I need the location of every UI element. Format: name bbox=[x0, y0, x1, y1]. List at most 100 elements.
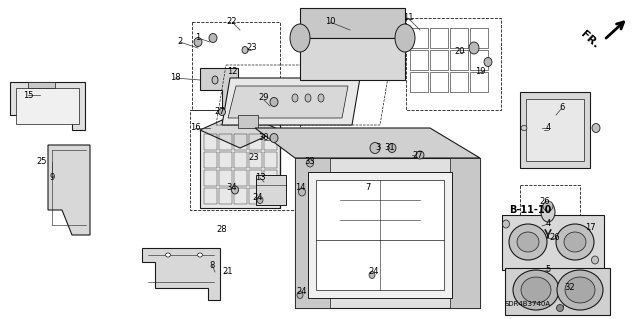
Text: SDR4B3740A: SDR4B3740A bbox=[505, 301, 551, 307]
Bar bbox=[249, 188, 262, 204]
Ellipse shape bbox=[218, 108, 225, 115]
Bar bbox=[264, 152, 277, 168]
Text: 21: 21 bbox=[223, 268, 233, 277]
Bar bbox=[410, 50, 428, 70]
Polygon shape bbox=[450, 158, 480, 308]
Polygon shape bbox=[238, 115, 258, 128]
Text: 9: 9 bbox=[49, 174, 54, 182]
Ellipse shape bbox=[270, 98, 278, 107]
Ellipse shape bbox=[292, 94, 298, 102]
Ellipse shape bbox=[388, 144, 396, 152]
Bar bbox=[234, 152, 247, 168]
Text: 28: 28 bbox=[217, 226, 227, 234]
Bar bbox=[204, 188, 217, 204]
Bar bbox=[430, 50, 448, 70]
Bar bbox=[450, 28, 468, 48]
Text: 13: 13 bbox=[255, 174, 266, 182]
Ellipse shape bbox=[557, 305, 563, 311]
Text: 25: 25 bbox=[36, 158, 47, 167]
Text: 10: 10 bbox=[324, 18, 335, 26]
Text: 23: 23 bbox=[249, 153, 259, 162]
Text: 16: 16 bbox=[189, 123, 200, 132]
Polygon shape bbox=[200, 112, 280, 148]
Ellipse shape bbox=[509, 224, 547, 260]
Polygon shape bbox=[142, 248, 220, 300]
Text: 34: 34 bbox=[227, 183, 237, 192]
Ellipse shape bbox=[513, 270, 559, 310]
Text: 32: 32 bbox=[564, 284, 575, 293]
Polygon shape bbox=[295, 158, 480, 308]
Bar bbox=[406, 18, 501, 110]
Ellipse shape bbox=[469, 42, 479, 54]
Ellipse shape bbox=[305, 94, 311, 102]
Bar bbox=[450, 50, 468, 70]
Bar bbox=[470, 72, 488, 92]
Polygon shape bbox=[28, 82, 55, 88]
Ellipse shape bbox=[242, 47, 248, 54]
Text: B-11-10: B-11-10 bbox=[509, 205, 551, 215]
Text: 19: 19 bbox=[475, 68, 485, 77]
Bar bbox=[470, 50, 488, 70]
Bar bbox=[234, 170, 247, 186]
Ellipse shape bbox=[212, 76, 218, 84]
Text: 15: 15 bbox=[23, 91, 33, 100]
Bar bbox=[430, 28, 448, 48]
Bar bbox=[249, 170, 262, 186]
Bar bbox=[520, 185, 580, 235]
Bar bbox=[470, 28, 488, 48]
Ellipse shape bbox=[369, 271, 375, 278]
Bar bbox=[430, 72, 448, 92]
Ellipse shape bbox=[517, 232, 539, 252]
Polygon shape bbox=[222, 78, 360, 125]
Text: 14: 14 bbox=[295, 183, 305, 192]
Text: 8: 8 bbox=[209, 261, 214, 270]
Ellipse shape bbox=[565, 277, 595, 303]
Text: 27: 27 bbox=[214, 108, 225, 116]
Bar bbox=[204, 170, 217, 186]
Bar bbox=[410, 28, 428, 48]
Bar bbox=[502, 215, 604, 270]
Ellipse shape bbox=[307, 159, 314, 167]
Bar bbox=[219, 152, 232, 168]
Ellipse shape bbox=[502, 220, 509, 228]
Ellipse shape bbox=[592, 123, 600, 132]
Text: FR.: FR. bbox=[579, 29, 601, 51]
Polygon shape bbox=[200, 68, 238, 108]
Bar bbox=[249, 134, 262, 150]
Ellipse shape bbox=[209, 33, 217, 42]
Text: 11: 11 bbox=[403, 13, 413, 23]
Text: 2: 2 bbox=[177, 38, 182, 47]
Ellipse shape bbox=[370, 143, 380, 153]
Polygon shape bbox=[10, 82, 85, 130]
Text: 30: 30 bbox=[259, 133, 269, 143]
Text: 24: 24 bbox=[297, 287, 307, 296]
Bar bbox=[264, 188, 277, 204]
Bar bbox=[219, 170, 232, 186]
Polygon shape bbox=[200, 130, 280, 208]
Text: 18: 18 bbox=[170, 73, 180, 83]
Text: 3: 3 bbox=[375, 144, 381, 152]
Polygon shape bbox=[520, 92, 590, 168]
Bar bbox=[219, 188, 232, 204]
Ellipse shape bbox=[416, 151, 424, 159]
Text: 4: 4 bbox=[545, 219, 550, 228]
Bar bbox=[234, 188, 247, 204]
Bar bbox=[264, 134, 277, 150]
Bar bbox=[410, 72, 428, 92]
Text: 27: 27 bbox=[413, 151, 423, 160]
Bar bbox=[204, 134, 217, 150]
Bar bbox=[234, 134, 247, 150]
Text: 26: 26 bbox=[540, 197, 550, 206]
Text: 23: 23 bbox=[246, 43, 257, 53]
Bar bbox=[526, 99, 584, 161]
Text: 1: 1 bbox=[195, 33, 200, 42]
Polygon shape bbox=[256, 175, 286, 205]
Text: 29: 29 bbox=[259, 93, 269, 102]
Ellipse shape bbox=[298, 188, 305, 196]
Text: 4: 4 bbox=[545, 123, 550, 132]
Ellipse shape bbox=[564, 232, 586, 252]
Bar bbox=[16, 88, 79, 124]
Text: 31: 31 bbox=[385, 144, 396, 152]
Polygon shape bbox=[228, 86, 348, 118]
Ellipse shape bbox=[541, 202, 555, 222]
